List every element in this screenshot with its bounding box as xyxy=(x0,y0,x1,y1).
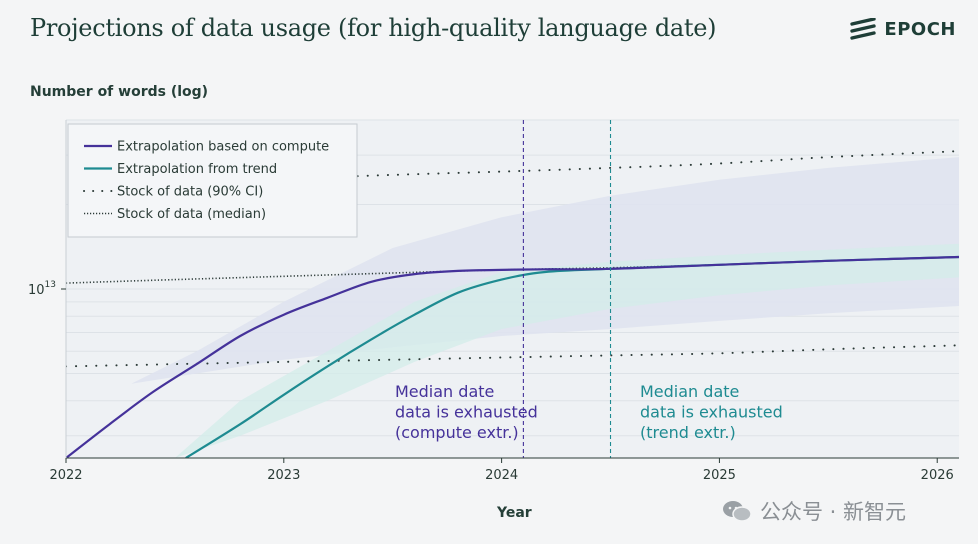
legend: Extrapolation based on compute Extrapolat… xyxy=(67,123,358,238)
trend-ci-band xyxy=(174,243,959,458)
marker-annotation-line: (compute extr.) xyxy=(395,423,519,442)
x-tick-label: 2026 xyxy=(921,468,954,483)
compute-series-line xyxy=(66,255,959,458)
epoch-logo: EPOCH xyxy=(850,18,956,40)
x-tick-label: 2023 xyxy=(267,468,300,483)
marker-annotation-line: data is exhausted xyxy=(640,403,783,422)
watermark-text: 公众号 · 新智元 xyxy=(760,500,907,524)
axes: 2022 2023 2024 2025 2026 1013 xyxy=(28,120,959,483)
legend-label: Extrapolation from trend xyxy=(117,162,277,177)
marker-lines xyxy=(522,120,612,458)
y-tick-exponent: 13 xyxy=(45,280,56,290)
watermark: 公众号 · 新智元 xyxy=(722,496,906,526)
brand-name: EPOCH xyxy=(884,18,956,40)
marker-annotation-line: (trend extr.) xyxy=(640,423,736,442)
y-axis-label: Number of words (log) xyxy=(30,84,209,100)
chart-title: Projections of data usage (for high-qual… xyxy=(30,14,717,42)
series-lines xyxy=(66,150,959,458)
stock-ci-lower-line xyxy=(66,344,959,368)
marker-annotation-line: Median date xyxy=(395,382,494,401)
legend-label: Extrapolation based on compute xyxy=(117,140,329,155)
legend-label: Stock of data (90% CI) xyxy=(117,185,263,200)
y-tick-label: 1013 xyxy=(28,280,56,298)
wechat-icon xyxy=(723,501,752,522)
x-tick-label: 2025 xyxy=(703,468,736,483)
x-axis-label: Year xyxy=(497,505,532,521)
marker-annotation-line: data is exhausted xyxy=(395,403,538,422)
x-tick-label: 2024 xyxy=(485,468,518,483)
x-tick-label: 2022 xyxy=(49,468,82,483)
legend-label: Stock of data (median) xyxy=(117,207,266,222)
epoch-logo-icon xyxy=(850,18,877,40)
legend-box xyxy=(67,123,358,238)
marker-annotation-line: Median date xyxy=(640,382,739,401)
